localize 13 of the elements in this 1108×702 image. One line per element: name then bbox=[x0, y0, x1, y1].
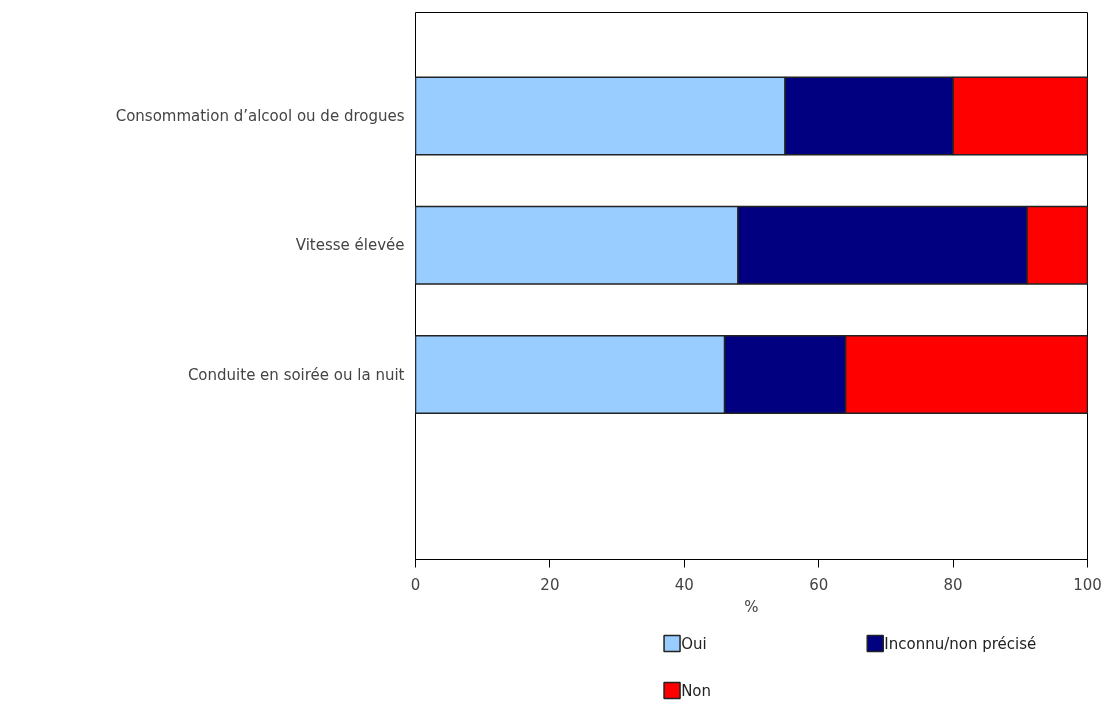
y-tick-label: Vitesse élevée bbox=[295, 236, 405, 255]
x-tick-label: 60 bbox=[809, 575, 829, 594]
y-tick-label: Conduite en soirée ou la nuit bbox=[187, 365, 405, 384]
x-tick-label: 20 bbox=[540, 575, 560, 594]
y-tick-label: Consommation d’alcool ou de drogues bbox=[115, 106, 405, 125]
x-tick-label: 40 bbox=[674, 575, 694, 594]
legend-label: Non bbox=[681, 681, 712, 700]
legend-label: Oui bbox=[681, 634, 707, 653]
x-tick-label: 0 bbox=[410, 575, 421, 594]
x-tick-label: 100 bbox=[1073, 575, 1102, 594]
x-axis-title: % bbox=[744, 597, 759, 616]
x-tick-label: 80 bbox=[943, 575, 963, 594]
legend-label: Inconnu/non précisé bbox=[884, 634, 1037, 653]
